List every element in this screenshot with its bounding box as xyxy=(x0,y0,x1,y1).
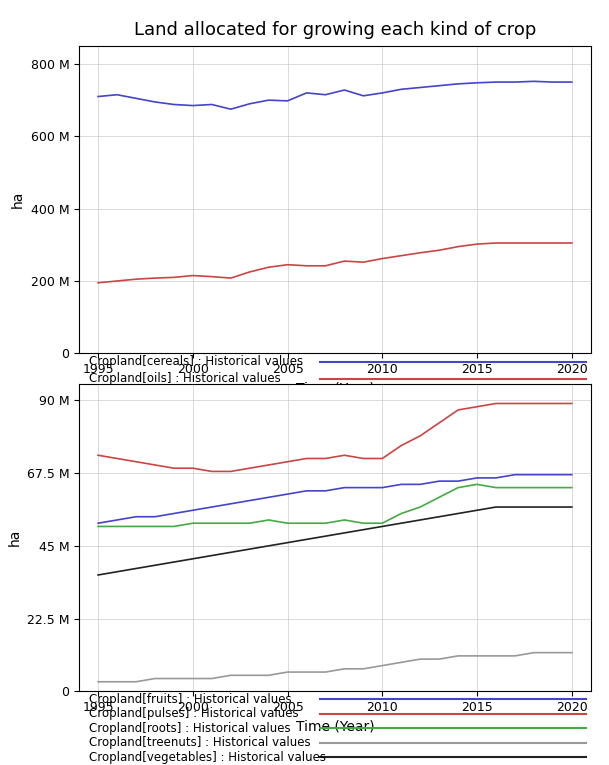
X-axis label: Time (Year): Time (Year) xyxy=(295,382,375,396)
Text: Cropland[pulses] : Historical values: Cropland[pulses] : Historical values xyxy=(90,708,299,721)
X-axis label: Time (Year): Time (Year) xyxy=(295,720,375,734)
Text: Cropland[roots] : Historical values: Cropland[roots] : Historical values xyxy=(90,722,291,735)
Y-axis label: ha: ha xyxy=(7,529,21,546)
Text: Cropland[treenuts] : Historical values: Cropland[treenuts] : Historical values xyxy=(90,737,311,750)
Title: Land allocated for growing each kind of crop: Land allocated for growing each kind of … xyxy=(134,21,536,39)
Text: Cropland[oils] : Historical values: Cropland[oils] : Historical values xyxy=(90,372,281,385)
Y-axis label: ha: ha xyxy=(11,191,25,208)
Text: Cropland[fruits] : Historical values: Cropland[fruits] : Historical values xyxy=(90,693,292,706)
Text: Cropland[vegetables] : Historical values: Cropland[vegetables] : Historical values xyxy=(90,751,326,763)
Text: Cropland[cereals] : Historical values: Cropland[cereals] : Historical values xyxy=(90,356,303,369)
